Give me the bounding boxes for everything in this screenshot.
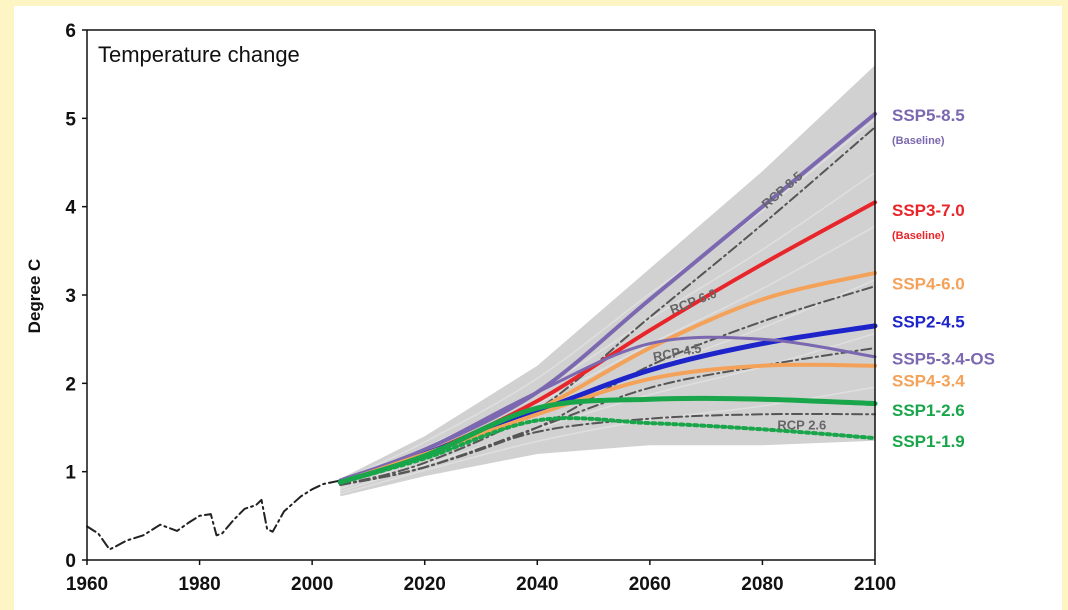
x-tick-label: 2100	[854, 574, 896, 595]
series-line-rcp-8-5	[339, 126, 876, 486]
series-label-ssp2-4-5: SSP2-4.5	[892, 313, 965, 332]
y-tick-label: 1	[65, 463, 76, 484]
x-tick-label: 2040	[516, 574, 558, 595]
series-line-ssp1-2-6	[337, 395, 878, 485]
series-label-layer: SSP5-8.5 (Baseline) SSP3-7.0 (Baseline) SSP4…	[892, 106, 995, 451]
y-tick-label: 4	[65, 198, 76, 219]
x-tick-label: 2080	[741, 574, 783, 595]
y-tick-label: 3	[65, 286, 76, 307]
series-label-ssp1-1-9: SSP1-1.9	[892, 432, 965, 451]
ensemble-streak	[340, 386, 876, 495]
series-label-ssp4-6-0: SSP4-6.0	[892, 275, 965, 294]
series-line-historical	[86, 479, 342, 551]
y-tick-label: 2	[65, 374, 76, 395]
x-tick-label: 2000	[291, 574, 333, 595]
historical-layer	[86, 479, 342, 551]
series-label-ssp5-8-5: SSP5-8.5	[892, 106, 965, 125]
y-tick-label: 5	[65, 109, 76, 130]
series-line-ssp1-1-9	[338, 416, 877, 485]
y-tick-label: 6	[65, 21, 76, 42]
series-sublabel-ssp3-7-0: (Baseline)	[892, 230, 945, 242]
ensemble-streak	[339, 118, 876, 482]
x-tick-label: 2060	[629, 574, 671, 595]
chart-card	[14, 6, 1062, 610]
y-tick-label: 0	[65, 551, 76, 572]
tick-layer: 1960 1980 2000 2020 2040 2060 2080 2100 0 1 2 3 4 5 6	[65, 21, 896, 595]
ssp-lines-layer	[337, 111, 878, 485]
series-label-ssp5-3-4-os: SSP5-3.4-OS	[892, 350, 995, 369]
uncertainty-band	[340, 65, 875, 497]
series-label-ssp3-7-0: SSP3-7.0	[892, 201, 965, 220]
series-line-ssp5-3-4-os	[338, 335, 877, 482]
annotation-rcp-2-6: RCP 2.6	[777, 417, 826, 432]
x-tick-label: 2020	[404, 574, 446, 595]
series-line-rcp-2-6	[339, 412, 876, 486]
series-label-ssp4-3-4: SSP4-3.4	[892, 372, 965, 391]
x-tick-label: 1980	[178, 574, 220, 595]
x-tick-label: 1960	[66, 574, 108, 595]
y-axis-title: Degree C	[25, 259, 44, 334]
chart-title: Temperature change	[98, 42, 300, 67]
series-sublabel-ssp5-8-5: (Baseline)	[892, 135, 945, 147]
series-label-ssp1-2-6: SSP1-2.6	[892, 401, 965, 420]
